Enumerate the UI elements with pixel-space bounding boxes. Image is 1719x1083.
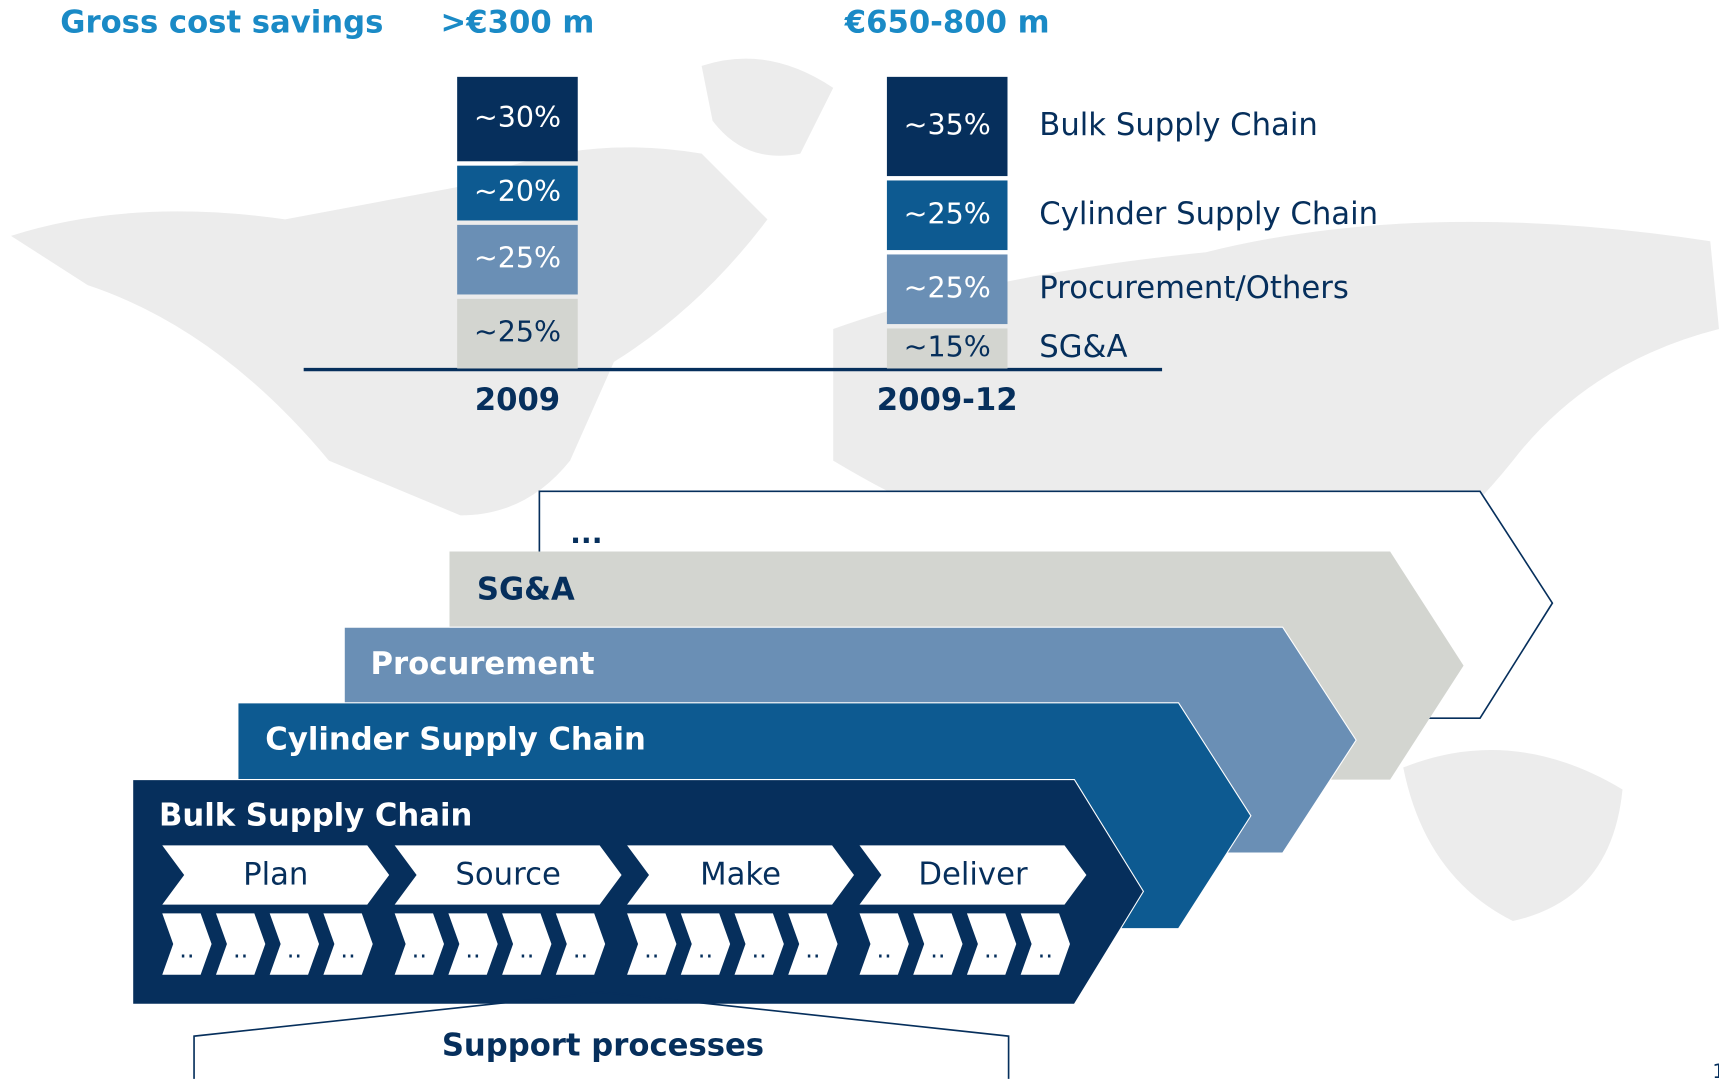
step-chevron xyxy=(627,845,855,905)
sub-step-label: .. xyxy=(465,936,480,964)
sub-step-label: .. xyxy=(412,936,427,964)
sub-step-chevron xyxy=(627,913,677,975)
layer-label: SG&A xyxy=(477,573,575,608)
sub-step-label: .. xyxy=(984,936,999,964)
step-label: Source xyxy=(455,858,560,893)
sub-step-label: .. xyxy=(519,936,534,964)
sub-step-label: .. xyxy=(752,936,767,964)
support-bracket xyxy=(193,991,1010,1079)
sub-step-label: .. xyxy=(698,936,713,964)
sub-step-chevron xyxy=(555,913,606,975)
legend-label: Procurement/Others xyxy=(1039,271,1349,306)
sub-step-chevron xyxy=(859,913,909,975)
sub-step-chevron xyxy=(788,913,838,975)
sub-step-label: .. xyxy=(805,936,820,964)
sub-step-label: .. xyxy=(340,936,355,964)
value-label: ~25% xyxy=(474,242,561,275)
step-chevron xyxy=(859,845,1087,905)
value-label: ~20% xyxy=(474,175,561,208)
sub-step-chevron xyxy=(966,913,1017,975)
value-label: ~25% xyxy=(904,197,991,230)
sub-step-chevron xyxy=(448,913,498,975)
legend-label: SG&A xyxy=(1039,330,1127,365)
layer-label: Bulk Supply Chain xyxy=(159,798,472,833)
total-label: >€300 m xyxy=(441,6,595,41)
sub-step-chevron xyxy=(162,913,212,975)
legend-label: Cylinder Supply Chain xyxy=(1039,197,1378,232)
bar-segment xyxy=(457,76,578,162)
page-number: 1 xyxy=(1712,1060,1719,1079)
sub-step-label: .. xyxy=(233,936,248,964)
sub-step-label: .. xyxy=(1038,936,1053,964)
support-label: Support processes xyxy=(442,1029,764,1064)
step-label: Plan xyxy=(243,858,308,893)
chart-title: Gross cost savings xyxy=(60,6,383,41)
x-tick-label: 2009-12 xyxy=(877,383,1018,418)
sub-step-chevron xyxy=(502,913,552,975)
bar-segment xyxy=(886,254,1008,325)
bar-segment xyxy=(457,165,578,221)
layer-label: ... xyxy=(570,517,602,550)
layer-label: Procurement xyxy=(371,647,595,682)
bar-segment xyxy=(886,328,1008,369)
x-tick-label: 2009 xyxy=(475,383,560,418)
layer-label: Cylinder Supply Chain xyxy=(265,723,646,758)
step-chevron xyxy=(162,845,390,905)
step-label: Deliver xyxy=(918,858,1028,893)
sub-step-label: .. xyxy=(930,936,945,964)
sub-step-label: .. xyxy=(573,936,588,964)
sub-step-chevron xyxy=(323,913,373,975)
value-label: ~35% xyxy=(904,108,991,141)
sub-step-chevron xyxy=(215,913,266,975)
sub-step-label: .. xyxy=(877,936,892,964)
value-label: ~30% xyxy=(474,101,561,134)
bar-segment xyxy=(886,180,1008,251)
bar-segment xyxy=(457,298,578,369)
sub-step-label: .. xyxy=(179,936,194,964)
bar-segment xyxy=(457,224,578,295)
sub-step-chevron xyxy=(1020,913,1070,975)
step-chevron xyxy=(394,845,622,905)
value-label: ~25% xyxy=(904,271,991,304)
sub-step-chevron xyxy=(680,913,731,975)
sub-step-chevron xyxy=(394,913,445,975)
total-label: €650-800 m xyxy=(844,6,1050,41)
legend-label: Bulk Supply Chain xyxy=(1039,108,1318,143)
value-label: ~25% xyxy=(474,316,561,349)
sub-step-label: .. xyxy=(287,936,302,964)
value-label: ~15% xyxy=(904,330,991,363)
sub-step-chevron xyxy=(913,913,963,975)
sub-step-chevron xyxy=(734,913,784,975)
sub-step-chevron xyxy=(269,913,320,975)
sub-step-label: .. xyxy=(644,936,659,964)
step-label: Make xyxy=(700,858,781,893)
bar-segment xyxy=(886,76,1008,177)
